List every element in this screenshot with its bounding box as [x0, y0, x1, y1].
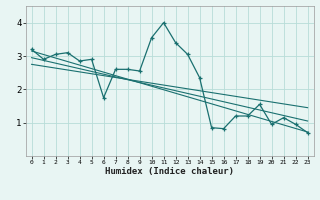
X-axis label: Humidex (Indice chaleur): Humidex (Indice chaleur) [105, 167, 234, 176]
